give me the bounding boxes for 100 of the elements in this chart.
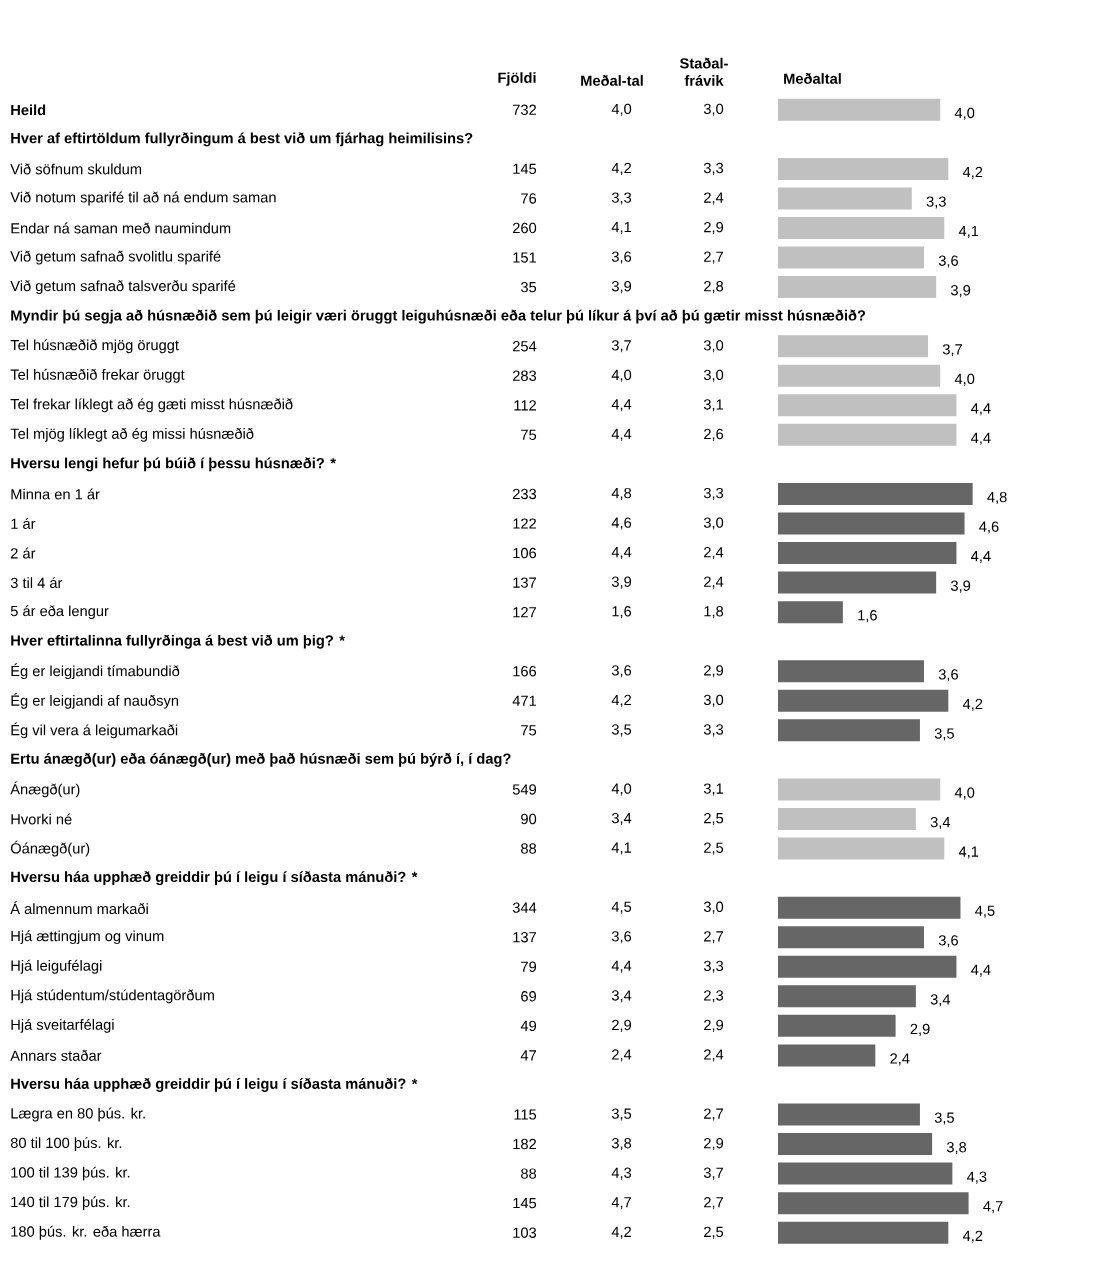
data-label: 2,4 (890, 1053, 910, 1066)
chart-title: Meðaltal (784, 72, 841, 84)
y-tick-label: 180 þús. kr. eða hærra (11, 1225, 161, 1240)
bar (777, 1044, 876, 1067)
text: 4,8 (611, 487, 632, 501)
bar (777, 482, 973, 505)
bar (777, 1103, 920, 1126)
text: 4,4 (611, 399, 632, 412)
y-tick-label: Óánægð(ur) (10, 840, 90, 857)
text: 151 (513, 252, 537, 263)
bar (777, 1133, 933, 1156)
text: 3,3 (703, 724, 724, 737)
bar (777, 778, 941, 801)
text: 3,6 (611, 665, 632, 678)
data-label: 4,8 (987, 491, 1007, 505)
text: 4,7 (611, 1197, 631, 1210)
y-tick-label: Við notum sparifé til að ná endum saman (10, 191, 276, 206)
text: 3,6 (611, 931, 632, 944)
text: 75 (521, 429, 537, 440)
text: 3,3 (703, 487, 724, 501)
text: 4,4 (611, 428, 632, 441)
y-tick-label: Hversu háa upphæð greiddir þú í leigu í síðasta mánuði? * (11, 1078, 418, 1092)
text: 2,7 (704, 251, 723, 264)
text: 3,9 (611, 281, 632, 294)
text: 732 (513, 104, 536, 115)
text: 283 (513, 370, 537, 381)
text: 3,9 (611, 576, 632, 589)
text: 2,4 (704, 1049, 724, 1062)
data-label: 4,2 (962, 166, 983, 179)
data-label: 4,7 (983, 1201, 1003, 1214)
data-label: 4,3 (966, 1171, 987, 1184)
text: 471 (512, 695, 537, 706)
text: Staðal-frávik (679, 57, 728, 86)
bar (777, 571, 937, 594)
data-label: 4,1 (958, 226, 979, 238)
text: 88 (521, 1168, 537, 1179)
bar (777, 217, 945, 239)
text: 4,5 (611, 901, 632, 914)
text: 3,5 (611, 724, 632, 737)
y-tick-label: Hversu lengi hefur þú búið í þessu húsnæði? * (11, 457, 336, 472)
bar (777, 719, 920, 742)
data-label: 4,4 (971, 551, 991, 564)
data-label: 3,3 (926, 196, 946, 209)
text: 79 (521, 961, 537, 972)
y-tick-label: 5 ár eða lengur (10, 605, 109, 620)
text: 2,9 (704, 1138, 724, 1151)
text: 76 (521, 193, 537, 204)
data-label: 3,5 (934, 728, 954, 741)
bar (777, 1221, 949, 1244)
bar (777, 364, 941, 387)
data-label: 1,6 (858, 610, 877, 623)
data-label: 3,4 (930, 994, 951, 1007)
text: 2,5 (704, 812, 724, 826)
text: 106 (513, 547, 537, 559)
text: 3,6 (611, 251, 632, 264)
y-tick-label: Hjá leigufélagi (11, 959, 102, 974)
data-label: 2,9 (910, 1023, 930, 1036)
text: 137 (513, 577, 536, 588)
data-label: 4,0 (954, 107, 975, 120)
bar (777, 157, 949, 180)
data-label: 4,4 (971, 403, 991, 416)
text: 166 (513, 666, 537, 677)
text: 3,0 (703, 517, 724, 530)
text: 4,6 (611, 517, 632, 530)
text: 3,0 (703, 369, 724, 382)
y-tick-label: Hjá stúdentum/stúdentagörðum (11, 989, 214, 1004)
data-label: 4,1 (958, 846, 979, 859)
y-tick-label: 80 til 100 þús. kr. (10, 1137, 122, 1151)
y-tick-label: Ánægð(ur) (10, 781, 80, 798)
y-tick-label: Hvorki né (11, 813, 72, 825)
bar (777, 837, 945, 860)
text: 2,4 (704, 547, 724, 560)
y-tick-label: 3 til 4 ár (10, 577, 63, 589)
text: 145 (513, 1198, 537, 1209)
y-tick-label: Tel frekar líklegt að ég gæti misst húsnæðið (10, 398, 293, 413)
y-tick-label: 2 ár (10, 547, 36, 559)
y-tick-label: Á almennum markaði (10, 901, 148, 915)
y-tick-label: Ég er leigjandi tímabundið (11, 663, 180, 680)
bar (777, 246, 924, 269)
text: 4,0 (611, 783, 632, 796)
text: 2,7 (704, 931, 723, 944)
text: 112 (514, 400, 536, 411)
bar (777, 1014, 896, 1037)
text: 3,3 (703, 960, 724, 973)
text: 47 (520, 1050, 536, 1061)
text: 4,0 (611, 369, 632, 382)
text: 90 (521, 813, 537, 825)
text: 122 (513, 518, 536, 529)
text: 145 (513, 163, 537, 175)
text: 3,1 (703, 399, 724, 412)
text: 254 (513, 341, 537, 352)
bar (777, 926, 924, 949)
y-tick-label: Ertu ánægð(ur) eða óánægð(ur) með það húsnæði sem þú býrð í, í dag? (11, 752, 511, 767)
data-label: 4,2 (962, 698, 983, 711)
text: 3,7 (611, 340, 631, 353)
bar (777, 985, 916, 1008)
text: 2,4 (612, 1049, 632, 1062)
data-label: 4,4 (971, 432, 991, 445)
bar (777, 808, 916, 830)
bar (777, 542, 957, 565)
